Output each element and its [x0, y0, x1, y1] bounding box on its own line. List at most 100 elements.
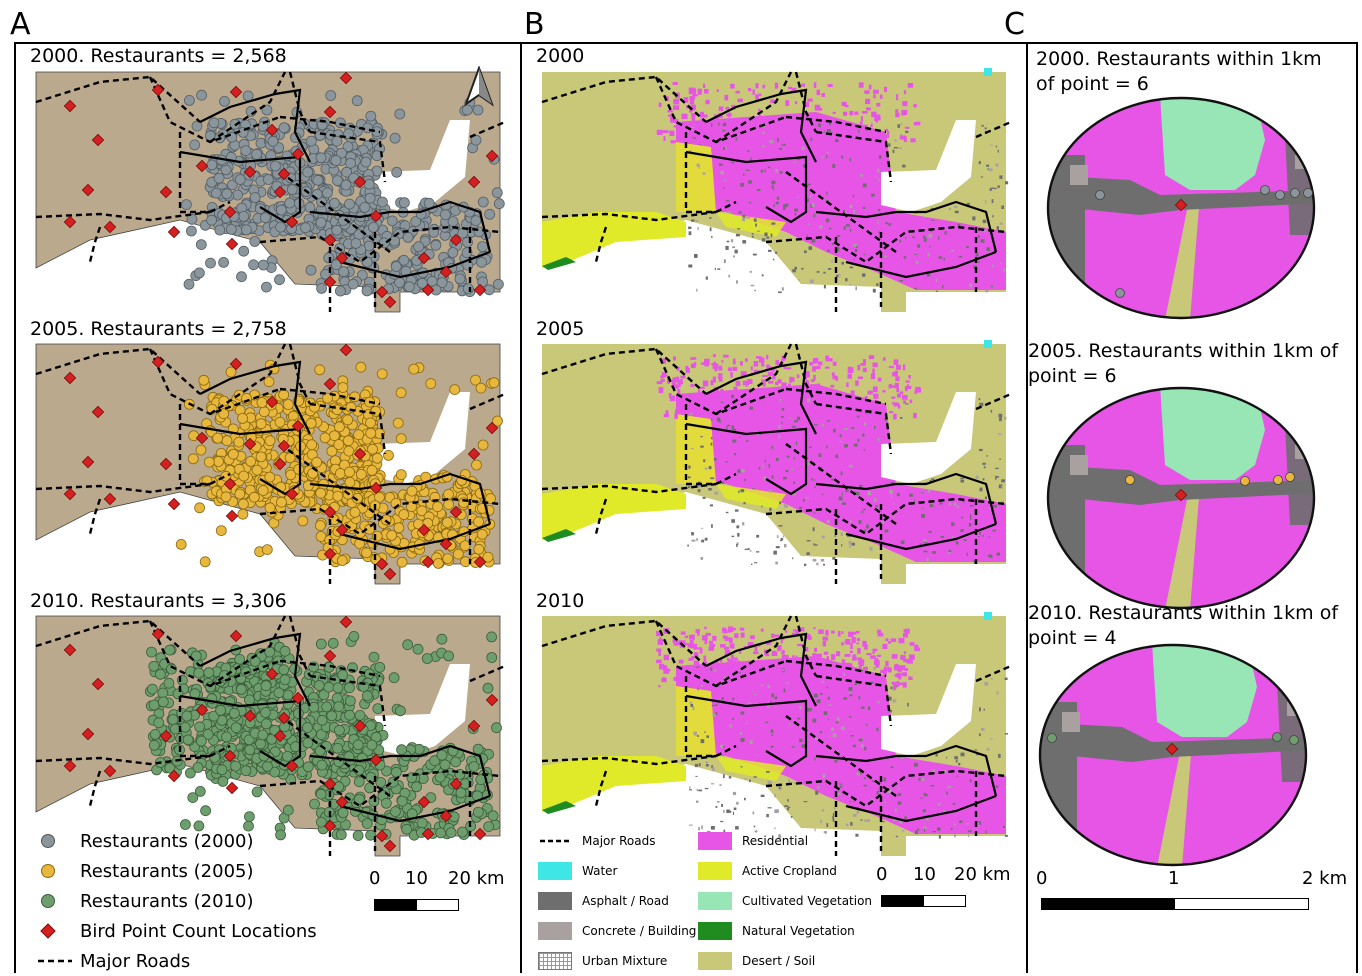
urban-pixel [834, 534, 836, 537]
residential-pixel [830, 384, 835, 388]
urban-pixel [773, 258, 775, 261]
residential-pixel [845, 136, 849, 142]
urban-pixel [721, 803, 723, 807]
residential-pixel [841, 631, 844, 635]
residential-pixel [831, 127, 835, 131]
urban-pixel [924, 793, 928, 797]
urban-pixel [839, 434, 842, 437]
restaurant-point [199, 556, 211, 568]
bird-point-marker [417, 795, 431, 809]
restaurant-point [1047, 733, 1057, 743]
urban-pixel [863, 508, 866, 511]
restaurant-point [343, 128, 355, 140]
residential-pixel [902, 395, 908, 400]
residential-pixel [848, 631, 854, 637]
urban-pixel [814, 828, 816, 832]
urban-pixel [914, 830, 918, 835]
urban-pixel [840, 471, 843, 476]
residential-pixel [765, 405, 772, 411]
residential-pixel [725, 650, 731, 656]
urban-pixel [823, 563, 825, 566]
urban-pixel [999, 262, 1002, 264]
residential-pixel [762, 84, 766, 89]
urban-pixel [811, 479, 816, 481]
residential-pixel [704, 626, 707, 630]
urban-pixel [900, 540, 905, 544]
urban-pixel [791, 468, 793, 471]
urban-pixel [820, 692, 823, 695]
major-road [178, 404, 231, 486]
cultivated-vegetation [1152, 645, 1257, 737]
urban-pixel [761, 505, 763, 508]
residential-pixel [755, 679, 761, 685]
restaurant-point [189, 139, 201, 151]
residential-pixel [817, 383, 821, 386]
urban-pixel [947, 786, 952, 788]
restaurant-point [175, 538, 187, 550]
major-road [785, 659, 887, 678]
major-road [541, 619, 707, 667]
urban-pixel [893, 818, 898, 821]
residential-pixel [777, 379, 782, 384]
residential-pixel [887, 666, 890, 672]
urban-pixel [756, 189, 761, 191]
residential-pixel [887, 641, 892, 644]
restaurant-point [240, 145, 252, 156]
residential-pixel [872, 649, 875, 654]
urban-pixel [1004, 416, 1007, 420]
restaurant-point [148, 660, 160, 672]
urban-pixel [701, 825, 703, 830]
urban-pixel [698, 789, 703, 792]
residential-pixel [735, 679, 740, 682]
residential-pixel [781, 654, 786, 659]
urban-pixel [813, 512, 816, 514]
urban-pixel [995, 163, 999, 167]
residential-pixel [805, 380, 809, 384]
urban-pixel [968, 523, 972, 527]
urban-pixel [932, 551, 936, 554]
restaurant-point [488, 377, 500, 389]
urban-pixel [797, 717, 801, 720]
urban-pixel [978, 161, 981, 165]
restaurant-point [192, 762, 204, 773]
desert-strip [1157, 742, 1192, 865]
restaurant-point [275, 221, 287, 233]
residential-pixel [700, 111, 704, 118]
urban-pixel [791, 425, 796, 428]
road-line [309, 200, 492, 253]
road-surface [1040, 722, 1306, 762]
urban-pixel [779, 147, 783, 150]
restaurant-point [293, 463, 305, 475]
urban-pixel [740, 489, 745, 493]
residential-pixel [827, 358, 833, 362]
urban-pixel [688, 226, 692, 230]
residential-pixel [743, 126, 746, 130]
urban-pixel [753, 825, 756, 828]
residential-pixel [721, 360, 724, 363]
road-surface [1285, 135, 1314, 235]
residential-pixel [767, 642, 772, 645]
residential-pixel [868, 84, 872, 90]
restaurant-point [492, 278, 504, 290]
residential-pixel [794, 392, 799, 397]
residential-pixel [667, 114, 674, 117]
residential-pixel [791, 410, 795, 415]
restaurant-point [491, 187, 503, 199]
urban-pixel [900, 756, 904, 759]
restaurant-point [393, 522, 405, 534]
urban-pixel [736, 543, 738, 547]
urban-pixel [697, 485, 702, 488]
restaurant-point [389, 235, 401, 247]
restaurant-point [340, 179, 352, 191]
residential-pixel [688, 669, 692, 674]
bird-point-marker [195, 159, 209, 173]
restaurant-point [454, 273, 466, 285]
major-road [88, 226, 102, 263]
restaurant-point [267, 135, 279, 147]
urban-pixel [839, 783, 843, 785]
restaurant-point [421, 653, 433, 664]
urban-pixel [756, 551, 760, 553]
restaurant-point [447, 247, 459, 258]
urban-pixel [942, 284, 944, 289]
residential-pixel [758, 671, 763, 675]
